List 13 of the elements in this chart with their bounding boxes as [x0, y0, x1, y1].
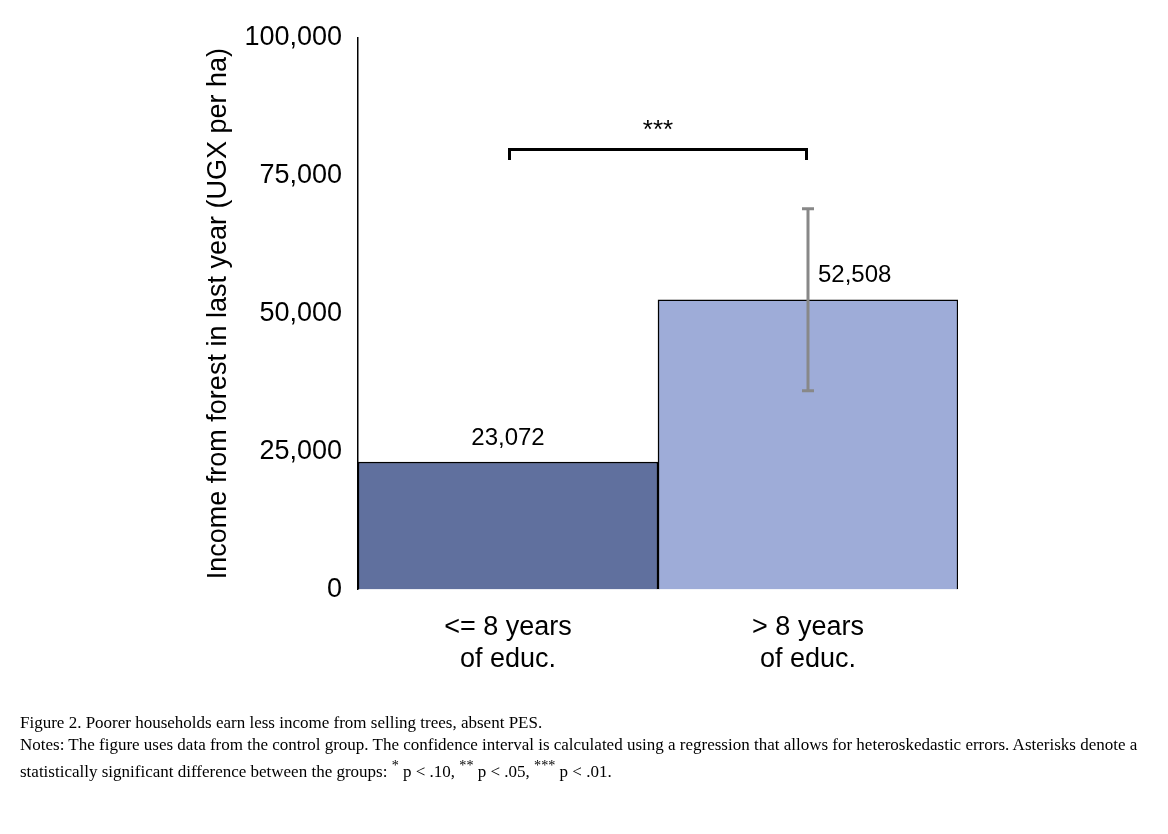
text: Notes: The figure uses data from the control group. The confidence interval is calculated using a regression that allows for heteroskedastic errors. Asterisks denote a statistically significant difference between the groups: $^{*}$ p < .10, $^{**}$ p < .05, $^{***}$ p < .01.	[20, 734, 1139, 783]
y-tick-label: 75,000	[259, 159, 342, 190]
annotation: ***	[641, 114, 675, 146]
y-tick-label: 100,000	[244, 21, 342, 52]
y-tick-label: 0	[326, 572, 342, 603]
x-tick-label: > 8 years of educ.	[752, 610, 864, 674]
x-tick-label: <= 8 years of educ.	[444, 610, 572, 674]
data-label: 23,072	[471, 422, 545, 450]
y-tick-label: 25,000	[259, 434, 342, 465]
data-label: 52,508	[818, 260, 892, 288]
y-tick-label: 50,000	[259, 297, 342, 328]
y-axis-title: Income from forest in last year (UGX per ha)	[201, 48, 232, 580]
text: Figure 2. Poorer households earn less income from selling trees, absent PES.	[20, 712, 544, 734]
